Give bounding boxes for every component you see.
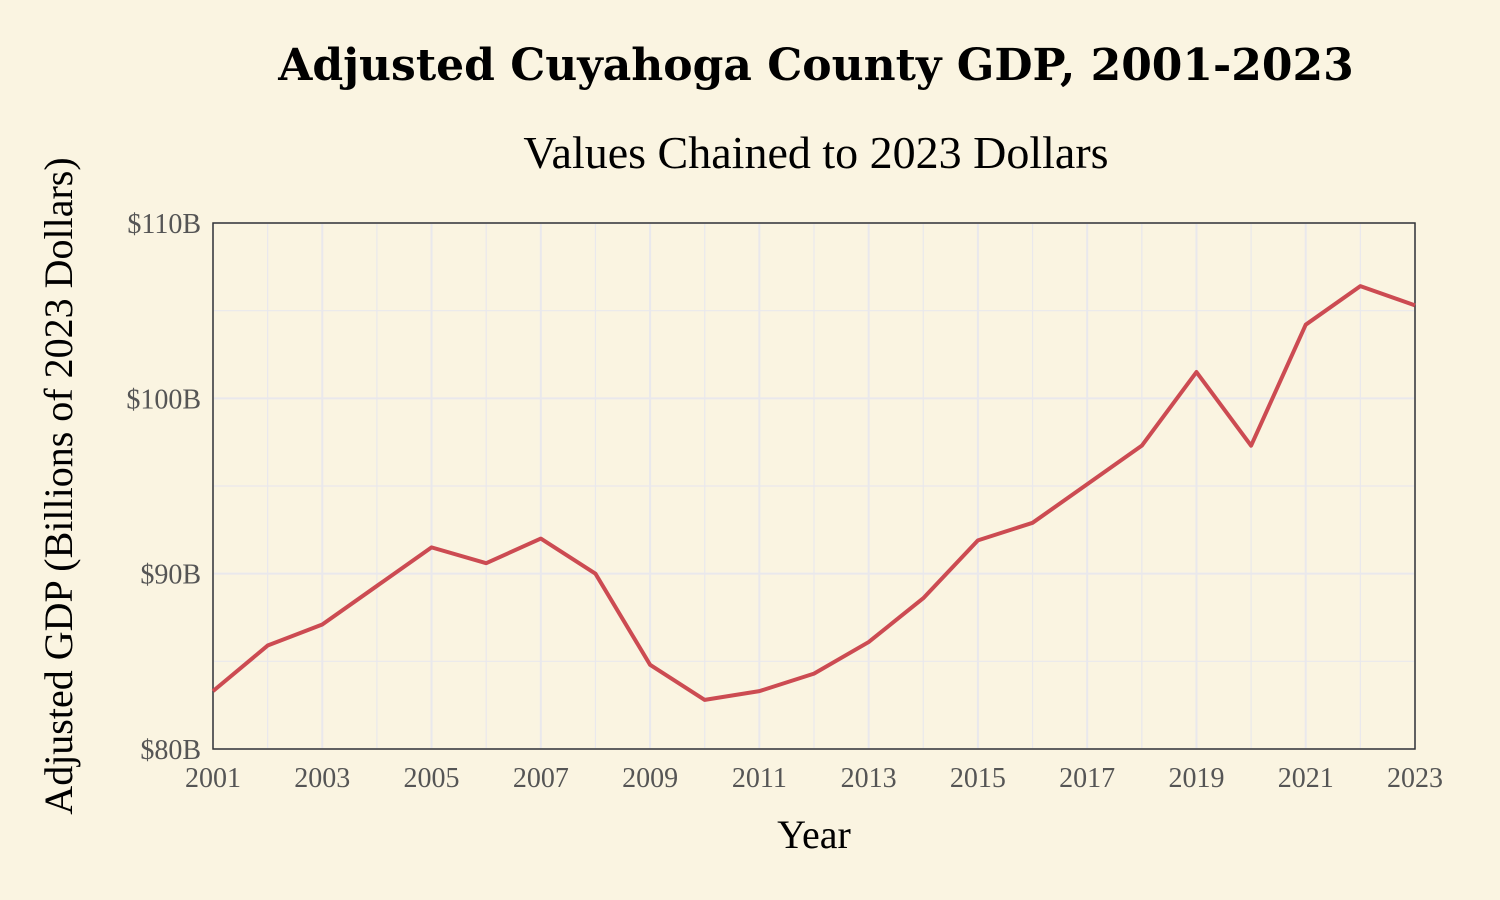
chart-subtitle: Values Chained to 2023 Dollars <box>523 127 1108 178</box>
x-tick-label: 2001 <box>185 763 241 794</box>
gdp-series-line <box>211 284 1416 702</box>
x-tick-label: 2019 <box>1168 763 1224 794</box>
x-tick-label: 2005 <box>404 763 460 794</box>
y-tick-label: $110B <box>127 209 201 240</box>
y-tick-label: $80B <box>140 735 201 766</box>
x-tick-label: 2017 <box>1059 763 1115 794</box>
x-tick-label: 2011 <box>732 763 787 794</box>
x-tick-label: 2009 <box>622 763 678 794</box>
plot-border <box>212 222 1416 750</box>
chart-title: Adjusted Cuyahoga County GDP, 2001-2023 <box>277 40 1354 91</box>
x-tick-label: 2015 <box>950 763 1006 794</box>
y-tick-label: $100B <box>126 384 201 415</box>
x-axis-label: Year <box>777 812 851 857</box>
tick-labels: 2001 2003 2005 2007 2009 2011 2013 2015 2017 2019… <box>126 209 1443 794</box>
x-tick-label: 2021 <box>1278 763 1334 794</box>
x-tick-label: 2003 <box>294 763 350 794</box>
y-axis-label: Adjusted GDP (Billions of 2023 Dollars) <box>36 157 81 814</box>
x-tick-label: 2007 <box>513 763 569 794</box>
y-tick-label: $90B <box>140 560 201 591</box>
x-tick-label: 2023 <box>1387 763 1443 794</box>
series-lines <box>211 284 1416 702</box>
gridlines <box>212 222 1416 750</box>
x-tick-label: 2013 <box>841 763 897 794</box>
